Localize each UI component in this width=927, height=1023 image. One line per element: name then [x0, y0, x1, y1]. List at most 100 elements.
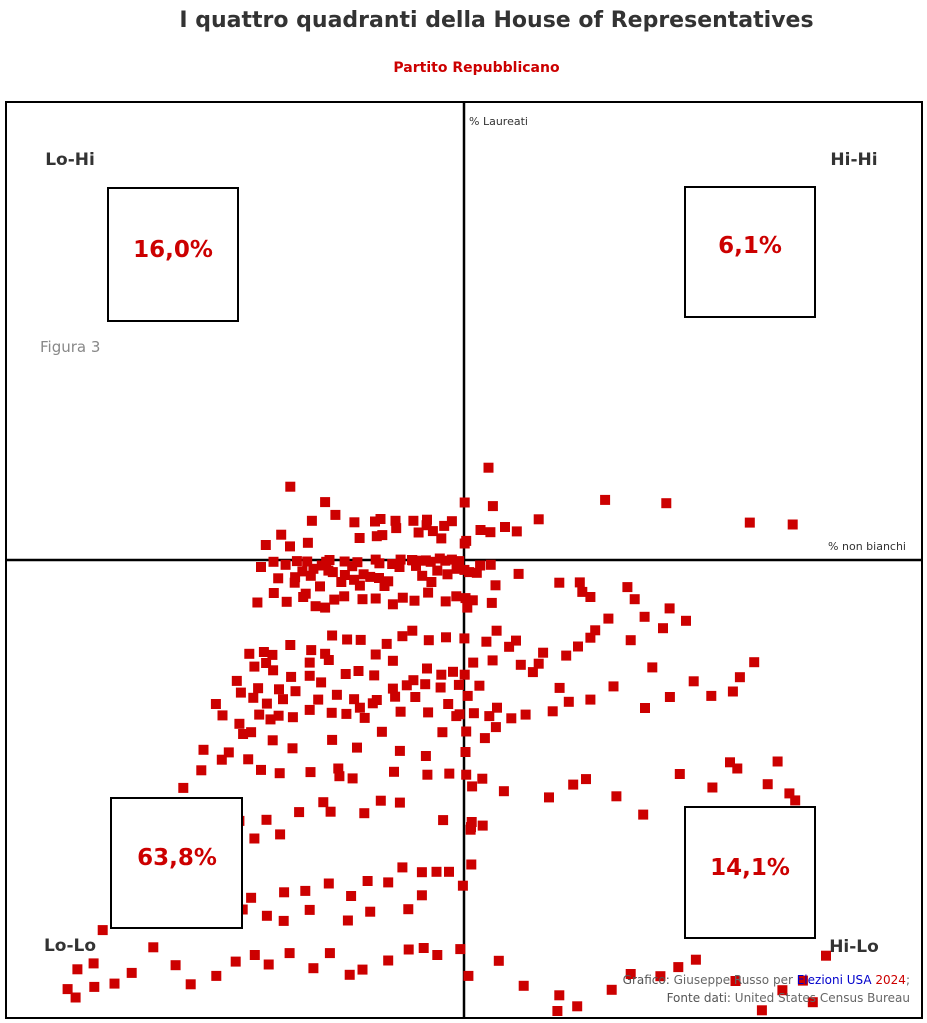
scatter-point	[423, 635, 434, 646]
scatter-point	[439, 520, 450, 531]
scatter-point	[387, 599, 398, 610]
scatter-point	[274, 684, 284, 695]
scatter-point	[374, 573, 384, 583]
scatter-point	[401, 680, 412, 691]
scatter-point	[625, 635, 636, 646]
scatter-point	[230, 956, 241, 967]
scatter-point	[487, 501, 498, 512]
scatter-point	[289, 577, 300, 588]
scatter-point	[457, 880, 468, 891]
scatter-point	[772, 756, 783, 767]
scatter-point	[460, 747, 471, 757]
scatter-point	[435, 682, 446, 693]
scatter-point	[707, 782, 718, 793]
scatter-point	[306, 645, 317, 656]
scatter-point	[148, 942, 159, 953]
quadrant-label-hi-lo: Hi-Lo	[829, 937, 879, 957]
scatter-point	[308, 963, 319, 974]
scatter-point	[339, 591, 350, 602]
scatter-point	[349, 574, 360, 585]
scatter-point	[210, 699, 221, 709]
scatter-point	[290, 686, 301, 697]
scatter-point	[459, 633, 470, 644]
scatter-point	[492, 702, 502, 713]
scatter-point	[375, 514, 386, 524]
scatter-point	[323, 565, 334, 576]
scatter-point	[275, 829, 286, 840]
scatter-point	[370, 593, 381, 604]
scatter-point	[585, 592, 596, 602]
quadrant-label-lo-lo: Lo-Lo	[44, 936, 96, 956]
scatter-point	[320, 497, 331, 508]
scatter-point	[261, 910, 272, 921]
scatter-point	[370, 649, 381, 660]
scatter-point	[185, 979, 196, 990]
scatter-point	[260, 540, 271, 550]
scatter-point	[577, 586, 588, 597]
scatter-point	[397, 631, 408, 642]
scatter-point	[334, 771, 345, 782]
scatter-point	[417, 570, 428, 581]
scatter-point	[629, 594, 640, 605]
scatter-point	[97, 925, 108, 936]
scatter-point	[790, 795, 801, 806]
chart-subtitle: Partito Repubblicano	[393, 60, 560, 76]
scatter-point	[732, 763, 743, 774]
scatter-point	[387, 683, 398, 694]
quadrant-value-hi-hi: 6,1%	[718, 233, 782, 259]
scatter-point	[459, 538, 470, 549]
scatter-point	[491, 625, 502, 636]
scatter-point	[468, 708, 479, 719]
credits-site: Elezioni USA	[796, 973, 872, 987]
scatter-point	[421, 520, 432, 531]
scatter-point	[460, 593, 471, 604]
scatter-point	[490, 722, 501, 733]
scatter-point	[234, 718, 245, 729]
scatter-point	[367, 698, 378, 709]
scatter-point	[603, 613, 614, 624]
scatter-point	[485, 527, 496, 538]
scatter-point	[422, 663, 432, 674]
scatter-point	[561, 650, 572, 661]
scatter-point	[390, 515, 401, 526]
scatter-point	[407, 625, 418, 636]
scatter-point	[451, 563, 462, 574]
scatter-point	[300, 885, 311, 896]
scatter-point	[383, 955, 394, 966]
scatter-point	[170, 960, 181, 971]
scatter-point	[466, 817, 477, 827]
scatter-point	[346, 891, 357, 901]
credits-line-2: Fonte dati: United States Census Bureau	[623, 989, 910, 1007]
scatter-point	[281, 596, 292, 607]
scatter-point	[291, 556, 302, 567]
scatter-point	[408, 515, 419, 526]
scatter-point	[416, 867, 427, 878]
scatter-point	[423, 707, 434, 718]
scatter-point	[62, 984, 73, 995]
scatter-point	[261, 814, 272, 825]
scatter-point	[349, 517, 360, 528]
scatter-point	[302, 556, 313, 567]
scatter-point	[196, 765, 207, 776]
scatter-point	[777, 985, 788, 996]
scatter-point	[323, 655, 334, 665]
scatter-point	[352, 557, 363, 568]
scatter-point	[440, 555, 451, 566]
scatter-point	[725, 757, 735, 768]
scatter-point	[756, 1005, 767, 1016]
scatter-point	[395, 554, 406, 565]
scatter-point	[420, 679, 431, 690]
scatter-point	[446, 516, 457, 527]
scatter-point	[440, 596, 451, 607]
scatter-point	[674, 769, 685, 779]
scatter-point	[474, 680, 485, 691]
scatter-point	[310, 601, 321, 612]
scatter-point	[244, 648, 255, 659]
scatter-point	[647, 662, 658, 673]
scatter-point	[485, 559, 496, 570]
scatter-point	[268, 556, 279, 567]
scatter-point	[600, 494, 611, 505]
scatter-point	[316, 677, 327, 688]
scatter-point	[749, 657, 760, 668]
scatter-point	[318, 797, 329, 808]
